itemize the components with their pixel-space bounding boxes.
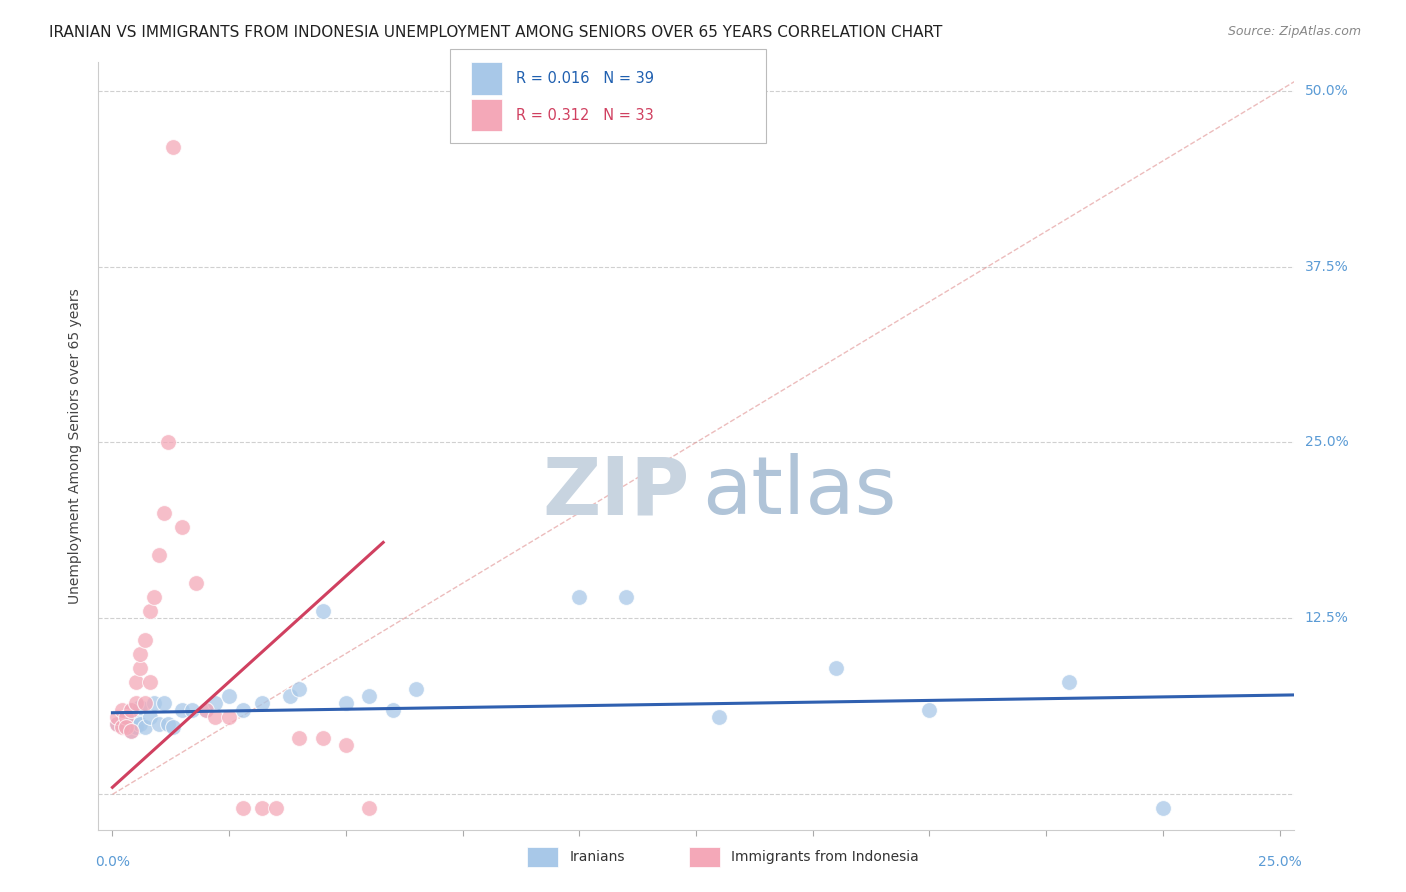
Point bbox=[125, 710, 148, 724]
Point bbox=[134, 720, 156, 734]
Point bbox=[194, 703, 217, 717]
Point bbox=[115, 720, 138, 734]
Point bbox=[172, 703, 194, 717]
Text: Iranians: Iranians bbox=[569, 850, 624, 864]
Point bbox=[405, 681, 427, 696]
Point bbox=[825, 661, 848, 675]
Point bbox=[157, 435, 180, 450]
Point bbox=[568, 591, 591, 605]
Point bbox=[115, 710, 138, 724]
Text: R = 0.016   N = 39: R = 0.016 N = 39 bbox=[516, 71, 654, 86]
Point bbox=[111, 720, 134, 734]
Point bbox=[120, 703, 142, 717]
Text: IRANIAN VS IMMIGRANTS FROM INDONESIA UNEMPLOYMENT AMONG SENIORS OVER 65 YEARS CO: IRANIAN VS IMMIGRANTS FROM INDONESIA UNE… bbox=[49, 25, 942, 40]
Point bbox=[115, 710, 138, 724]
Point bbox=[1059, 674, 1081, 689]
Point bbox=[614, 591, 637, 605]
Point bbox=[250, 801, 273, 815]
Point bbox=[204, 696, 226, 710]
Point bbox=[120, 724, 142, 739]
Point bbox=[381, 703, 404, 717]
Point bbox=[148, 717, 170, 731]
Point bbox=[120, 724, 142, 739]
Point bbox=[250, 696, 273, 710]
Point bbox=[139, 604, 162, 618]
Point bbox=[204, 710, 226, 724]
Point bbox=[129, 661, 152, 675]
Point bbox=[111, 717, 134, 731]
Point bbox=[129, 717, 152, 731]
Point bbox=[125, 674, 148, 689]
Point bbox=[152, 696, 174, 710]
Point bbox=[105, 710, 128, 724]
Point bbox=[359, 801, 381, 815]
Point bbox=[139, 710, 162, 724]
Point bbox=[120, 703, 142, 717]
Text: 0.0%: 0.0% bbox=[96, 855, 129, 869]
Text: ZIP: ZIP bbox=[543, 453, 690, 531]
Point bbox=[115, 720, 138, 734]
Point bbox=[129, 647, 152, 661]
Point bbox=[129, 700, 152, 714]
Point bbox=[134, 632, 156, 647]
Point bbox=[148, 548, 170, 562]
Point bbox=[218, 689, 240, 703]
Text: 37.5%: 37.5% bbox=[1305, 260, 1348, 274]
Point bbox=[288, 681, 311, 696]
Point bbox=[186, 576, 208, 591]
Text: 25.0%: 25.0% bbox=[1257, 855, 1302, 869]
Point bbox=[335, 738, 357, 752]
Point bbox=[152, 506, 174, 520]
Y-axis label: Unemployment Among Seniors over 65 years: Unemployment Among Seniors over 65 years bbox=[69, 288, 83, 604]
Point bbox=[111, 703, 134, 717]
Point bbox=[278, 689, 301, 703]
Point bbox=[288, 731, 311, 745]
Point bbox=[111, 714, 134, 728]
Point bbox=[335, 696, 357, 710]
Point bbox=[105, 717, 128, 731]
Point bbox=[143, 696, 166, 710]
Text: R = 0.312   N = 33: R = 0.312 N = 33 bbox=[516, 108, 654, 122]
Point bbox=[125, 696, 148, 710]
Point bbox=[264, 801, 287, 815]
Point bbox=[232, 703, 254, 717]
Text: 12.5%: 12.5% bbox=[1305, 611, 1348, 625]
Text: Immigrants from Indonesia: Immigrants from Indonesia bbox=[731, 850, 920, 864]
Point bbox=[359, 689, 381, 703]
Point bbox=[709, 710, 731, 724]
Text: Source: ZipAtlas.com: Source: ZipAtlas.com bbox=[1227, 25, 1361, 38]
Point bbox=[232, 801, 254, 815]
Text: 50.0%: 50.0% bbox=[1305, 84, 1348, 97]
Point bbox=[218, 710, 240, 724]
Text: atlas: atlas bbox=[702, 453, 896, 531]
Point bbox=[194, 703, 217, 717]
Point bbox=[139, 674, 162, 689]
Point bbox=[162, 140, 184, 154]
Point bbox=[143, 591, 166, 605]
Point bbox=[134, 696, 156, 710]
Point bbox=[1152, 801, 1174, 815]
Point bbox=[918, 703, 941, 717]
Point bbox=[157, 717, 180, 731]
Point bbox=[311, 731, 333, 745]
Point bbox=[105, 717, 128, 731]
Text: 25.0%: 25.0% bbox=[1305, 435, 1348, 450]
Point bbox=[125, 720, 148, 734]
Point bbox=[162, 720, 184, 734]
Point bbox=[180, 703, 202, 717]
Point bbox=[172, 520, 194, 534]
Point bbox=[311, 604, 333, 618]
